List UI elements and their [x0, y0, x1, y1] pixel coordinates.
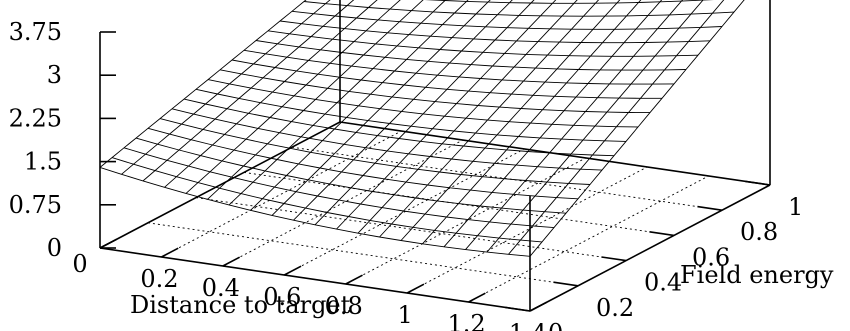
mesh-line-y: [219, 69, 651, 114]
mesh-line-x: [529, 0, 745, 257]
mesh-line-x: [422, 0, 642, 245]
surface-mesh: [99, 0, 745, 257]
mesh-line-y: [303, 1, 735, 17]
mesh-line-x: [99, 0, 307, 168]
y-tick-label: 0: [548, 319, 563, 331]
grid-line-x: [222, 139, 464, 267]
x-tick-label: 1.4: [509, 319, 547, 331]
mesh-line-y: [123, 147, 555, 229]
tick-labels: 00.751.52.2533.7500.20.40.60.811.21.400.…: [9, 18, 804, 331]
z-tick-label: 0.75: [9, 191, 62, 219]
mesh-line-x: [336, 0, 557, 230]
y-axis-label: Field energy: [680, 261, 834, 289]
mesh-line-x: [185, 0, 401, 194]
grid-line-x: [284, 148, 525, 276]
x-tick: [283, 265, 302, 276]
mesh-line-x: [443, 0, 663, 248]
mesh-line-y: [291, 10, 723, 30]
y-tick-label: 0.2: [596, 294, 634, 322]
z-tick-label: 2.25: [9, 104, 62, 132]
y-tick: [601, 256, 627, 262]
y-tick: [553, 281, 579, 287]
x-tick: [529, 301, 548, 312]
x-tick-label: 0.4: [202, 274, 240, 302]
x-tick-label: 1.2: [447, 310, 485, 331]
mesh-line-x: [271, 0, 491, 216]
base-edge-front: [99, 247, 531, 312]
mesh-line-x: [164, 0, 378, 188]
y-tick-label: 0.4: [644, 269, 682, 297]
mesh-line-x: [207, 0, 424, 200]
y-tick: [697, 205, 723, 211]
x-tick-label: 0.6: [263, 283, 301, 311]
mesh-line-x: [465, 0, 684, 250]
base-edge-left: [99, 121, 341, 249]
mesh-line-x: [400, 0, 621, 241]
x-tick: [222, 256, 241, 267]
z-tick-label: 3: [47, 61, 62, 89]
mesh-line-x: [142, 0, 355, 182]
plot-frame: [99, 0, 771, 312]
x-tick: [468, 292, 486, 303]
y-tick-label: 0.6: [692, 243, 730, 271]
mesh-line-x: [314, 0, 535, 226]
grid-line-x: [345, 157, 586, 285]
x-tick-label: 0: [72, 250, 87, 278]
mesh-line-x: [486, 0, 704, 253]
x-tick: [161, 247, 179, 258]
z-tick-label: 3.75: [9, 18, 62, 46]
grid-line-x: [406, 166, 648, 294]
mesh-line-x: [250, 0, 469, 211]
grid-line-x: [161, 130, 402, 258]
mesh-line-x: [379, 0, 600, 238]
base-edge-right: [529, 184, 771, 312]
x-tick: [99, 238, 118, 249]
x-tick-label: 1: [398, 301, 413, 329]
mesh-line-x: [228, 0, 447, 206]
y-tick: [745, 180, 771, 186]
x-tick: [345, 274, 363, 285]
mesh-line-x: [121, 0, 331, 175]
mesh-line-x: [357, 0, 578, 234]
y-tick-label: 1: [788, 193, 803, 221]
mesh-line-x: [508, 0, 725, 255]
mesh-line-y: [243, 49, 675, 85]
z-tick-label: 1.5: [24, 148, 62, 176]
y-tick-label: 0.8: [740, 218, 778, 246]
z-tick-label: 0: [47, 234, 62, 262]
grid-line-x: [468, 175, 709, 303]
x-tick: [406, 283, 425, 294]
x-axis-label: Distance to target: [130, 291, 351, 319]
base-grid: [99, 121, 771, 312]
y-tick: [505, 306, 531, 312]
y-tick: [649, 231, 675, 237]
x-tick-label: 0.2: [140, 265, 178, 293]
mesh-line-x: [293, 0, 513, 221]
tick-marks: [99, 31, 771, 312]
x-tick-label: 0.8: [325, 292, 363, 320]
